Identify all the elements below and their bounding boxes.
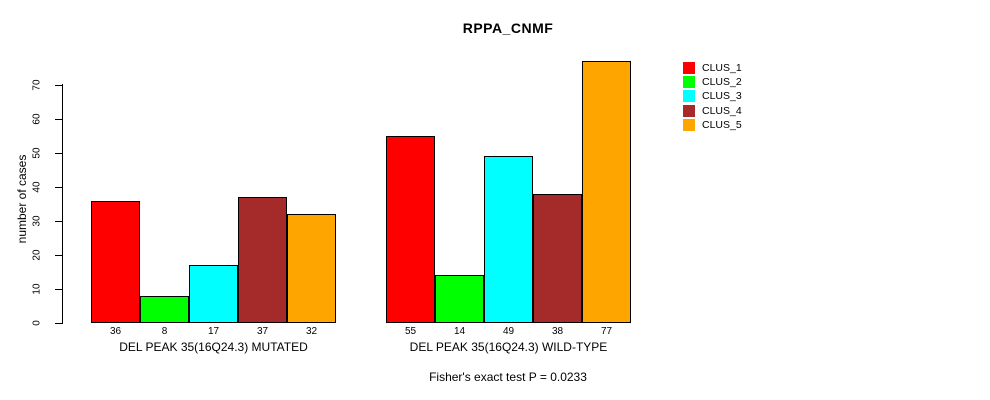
y-tick-mark <box>55 187 62 188</box>
legend-label: CLUS_1 <box>702 62 742 75</box>
y-tick-mark <box>55 255 62 256</box>
fisher-test-note: Fisher's exact test P = 0.0233 <box>429 370 587 384</box>
legend-label: CLUS_3 <box>702 90 742 103</box>
chart-title: RPPA_CNMF <box>462 20 554 36</box>
bar-value-label: 49 <box>502 326 515 337</box>
legend-row: CLUS_4 <box>683 104 742 118</box>
legend-swatch-icon <box>683 62 695 75</box>
y-tick-mark <box>55 221 62 222</box>
bar-clus_4-group2 <box>533 193 582 323</box>
bar-clus_5-group1 <box>287 214 336 323</box>
bar-value-label: 38 <box>551 326 564 337</box>
y-tick-label: 60 <box>31 113 43 125</box>
y-tick-mark <box>55 85 62 86</box>
legend-label: CLUS_5 <box>702 118 742 131</box>
bar-value-label: 8 <box>161 326 168 337</box>
bar-value-label: 55 <box>404 326 417 337</box>
bar-value-label: 36 <box>109 326 122 337</box>
y-tick-mark <box>55 153 62 154</box>
legend-swatch-icon <box>683 76 695 89</box>
y-axis-label: number of cases <box>15 154 29 244</box>
bar-clus_3-group2 <box>484 156 533 323</box>
legend-label: CLUS_2 <box>702 76 742 89</box>
y-axis-line <box>62 84 63 324</box>
legend-row: CLUS_1 <box>683 61 742 75</box>
legend-row: CLUS_5 <box>683 118 742 132</box>
bar-value-label: 17 <box>207 326 220 337</box>
bar-value-label: 32 <box>305 326 318 337</box>
bar-clus_1-group2 <box>386 136 435 323</box>
bar-value-label: 77 <box>600 326 613 337</box>
y-tick-label: 10 <box>31 283 43 295</box>
bar-clus_4-group1 <box>238 197 287 323</box>
bar-clus_3-group1 <box>189 265 238 323</box>
bar-clus_1-group1 <box>91 200 140 323</box>
legend-row: CLUS_2 <box>683 75 742 89</box>
bar-value-label: 14 <box>453 326 466 337</box>
y-tick-label: 70 <box>31 79 43 91</box>
x-group-label-mutated: DEL PEAK 35(16Q24.3) MUTATED <box>119 340 308 354</box>
bar-clus_2-group2 <box>435 275 484 323</box>
legend-label: CLUS_4 <box>702 104 742 117</box>
y-tick-label: 50 <box>31 147 43 159</box>
x-group-label-wildtype: DEL PEAK 35(16Q24.3) WILD-TYPE <box>409 340 608 354</box>
y-tick-mark <box>55 119 62 120</box>
bar-clus_2-group1 <box>140 295 189 323</box>
y-tick-label: 40 <box>31 181 43 193</box>
y-tick-label: 30 <box>31 215 43 227</box>
legend-swatch-icon <box>683 90 695 103</box>
bar-value-label: 37 <box>256 326 269 337</box>
legend-swatch-icon <box>683 118 695 131</box>
y-tick-mark <box>55 289 62 290</box>
legend: CLUS_1 CLUS_2 CLUS_3 CLUS_4 CLUS_5 <box>683 61 742 132</box>
legend-swatch-icon <box>683 104 695 117</box>
y-tick-mark <box>55 323 62 324</box>
bar-clus_5-group2 <box>582 61 631 323</box>
y-tick-label: 20 <box>31 249 43 261</box>
y-tick-label: 0 <box>31 320 43 326</box>
legend-row: CLUS_3 <box>683 89 742 103</box>
